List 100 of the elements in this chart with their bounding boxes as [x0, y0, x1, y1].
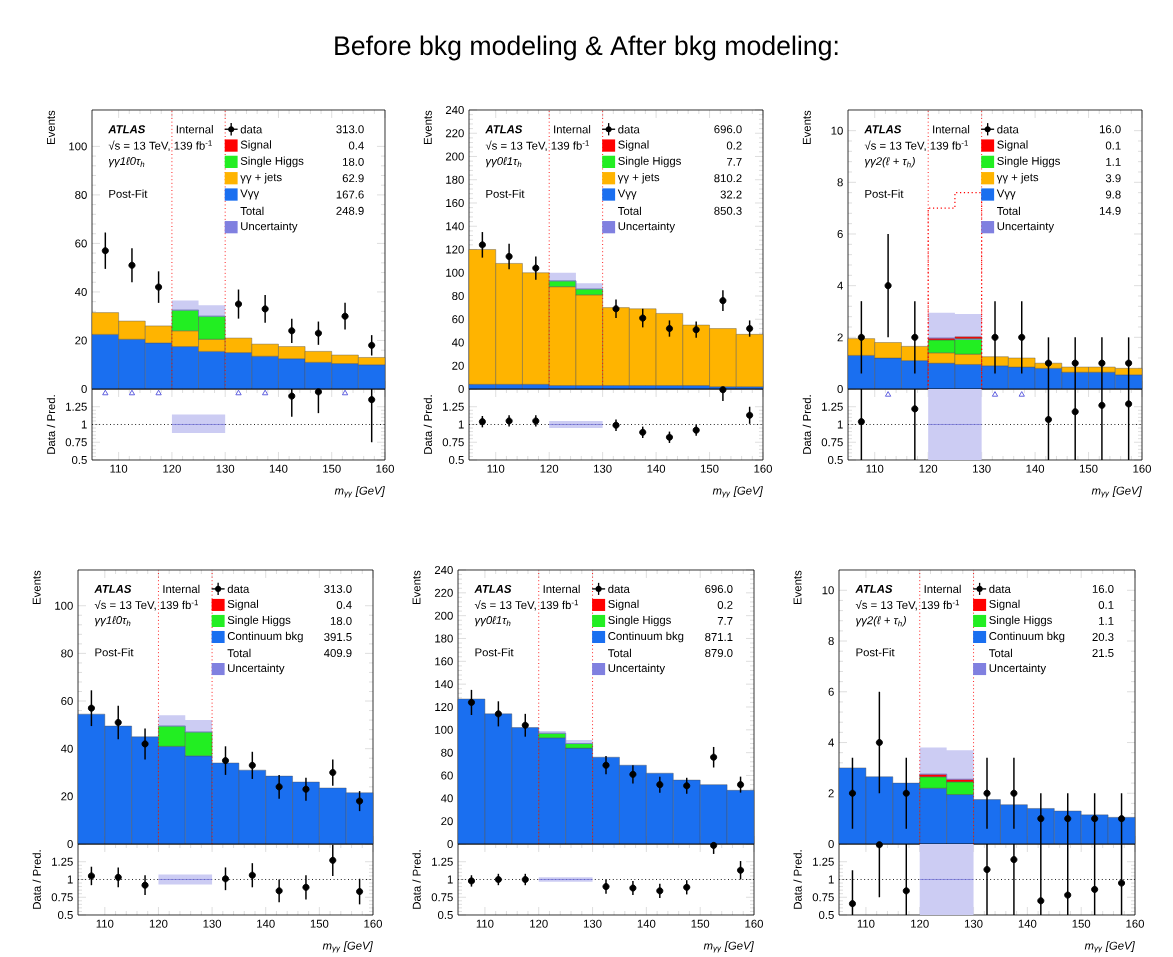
- legend-label: Signal: [240, 140, 271, 151]
- annotation: Post-Fit: [95, 648, 134, 657]
- y-axis-title: Data / Pred.: [412, 850, 421, 909]
- y-axis-title: Data / Pred.: [46, 395, 56, 454]
- y-tick-label: 0.5: [827, 455, 843, 464]
- annotation: 0.4: [336, 600, 352, 609]
- y-tick-label: 1: [81, 420, 87, 429]
- legend-label: Vγγ: [617, 189, 637, 200]
- x-tick-label: 140: [637, 919, 656, 928]
- annotation: Internal: [176, 125, 213, 134]
- x-tick-label: 150: [323, 464, 341, 473]
- y-tick-label: 80: [61, 649, 73, 658]
- annotation: γγ1ℓ0τ$_{h}$: [95, 616, 131, 627]
- y-axis-title: Data / Pred.: [423, 395, 432, 454]
- legend-label: Uncertainty: [228, 663, 285, 675]
- legend-label: Vγγ: [240, 189, 260, 200]
- x-axis-title: m$_{γγ}$ [GeV]: [1091, 486, 1142, 498]
- y-tick-label: 20: [75, 336, 87, 345]
- y-tick-label: 2: [837, 333, 843, 342]
- legend-label: Signal: [618, 140, 649, 151]
- annotation: 7.7: [717, 617, 733, 625]
- annotation: √s = 13 TeV, 139 fb$^{-1}$: [94, 599, 198, 611]
- annotation: 3.9: [1105, 174, 1121, 183]
- y-tick-label: 220: [445, 129, 464, 138]
- y-tick-label: 20: [452, 361, 464, 370]
- y-tick-label: 60: [441, 771, 453, 780]
- y-tick-label: 60: [75, 239, 87, 248]
- y-tick-label: 0.5: [71, 455, 87, 464]
- x-tick-label: 130: [973, 464, 991, 473]
- annotation: Post-Fit: [109, 189, 148, 198]
- legend-label: Signal: [997, 140, 1028, 151]
- y-tick-label: 100: [446, 268, 464, 277]
- x-tick-label: 160: [364, 919, 383, 928]
- annotation: ATLAS: [855, 584, 893, 593]
- legend-label: Uncertainty: [989, 663, 1047, 675]
- y-axis-title: Events: [412, 570, 421, 604]
- annotation: 313.0: [336, 125, 364, 134]
- y-tick-label: 180: [446, 175, 464, 184]
- x-tick-label: 110: [857, 919, 875, 928]
- annotation: ATLAS: [864, 125, 902, 134]
- annotation: 20.3: [1092, 632, 1114, 641]
- x-tick-label: 160: [754, 464, 772, 473]
- annotation: Post-Fit: [865, 189, 904, 198]
- x-tick-label: 110: [476, 919, 494, 928]
- y-tick-label: 10: [831, 126, 843, 135]
- legend-label: Single Higgs: [989, 615, 1052, 627]
- x-axis-title: m$_{γγ}$ [GeV]: [703, 941, 754, 953]
- x-tick-label: 140: [257, 919, 275, 928]
- annotation: 0.1: [1098, 600, 1114, 609]
- x-axis-title: m$_{γγ}$ [GeV]: [1084, 941, 1135, 953]
- y-tick-label: 1: [458, 420, 464, 429]
- annotation: 16.0: [1099, 125, 1121, 134]
- y-tick-label: 100: [435, 725, 453, 734]
- y-tick-label: 120: [435, 703, 453, 711]
- x-tick-label: 130: [964, 919, 983, 928]
- y-tick-label: 1.25: [822, 402, 843, 411]
- y-tick-label: 1.25: [813, 857, 834, 866]
- legend-label: Signal: [608, 599, 639, 611]
- y-axis-title: Data / Pred.: [32, 850, 41, 909]
- legend-label: Signal: [227, 599, 258, 611]
- annotation: 313.0: [324, 584, 352, 593]
- annotation: 0.2: [726, 141, 742, 150]
- x-tick-label: 110: [487, 464, 505, 473]
- y-tick-label: 40: [451, 338, 464, 347]
- annotation: Internal: [543, 584, 580, 594]
- legend-label: Uncertainty: [608, 663, 666, 675]
- legend-label: Signal: [989, 599, 1020, 611]
- annotation: γγ1ℓ0τ$_{h}$: [108, 157, 145, 168]
- annotation: Post-Fit: [486, 189, 525, 198]
- legend-label: Single Higgs: [240, 156, 304, 168]
- annotation: 32.2: [720, 190, 742, 199]
- x-tick-label: 120: [919, 464, 938, 473]
- y-tick-label: 0: [828, 840, 834, 849]
- x-tick-label: 110: [96, 919, 114, 928]
- y-tick-label: 0: [447, 840, 453, 849]
- y-tick-label: 0: [67, 840, 73, 849]
- x-tick-label: 160: [1126, 919, 1145, 928]
- annotation: 9.8: [1105, 190, 1121, 199]
- annotation: Internal: [554, 125, 591, 134]
- annotation: Total: [608, 648, 631, 658]
- annotation: Total: [989, 648, 1012, 658]
- annotation: ATLAS: [94, 584, 132, 593]
- y-axis-title: Events: [793, 570, 802, 604]
- legend-label: data: [989, 584, 1011, 594]
- x-tick-label: 130: [594, 464, 612, 473]
- y-tick-label: 20: [441, 817, 453, 826]
- annotation: 0.1: [1105, 141, 1121, 150]
- annotation: Total: [997, 206, 1020, 216]
- y-tick-label: 0.75: [51, 893, 73, 902]
- y-tick-label: 60: [61, 697, 73, 706]
- x-tick-label: 120: [163, 464, 181, 473]
- y-tick-label: 6: [837, 229, 843, 238]
- y-tick-label: 6: [828, 687, 834, 696]
- x-axis-title: m$_{γγ}$ [GeV]: [712, 486, 763, 498]
- annotation: √s = 13 TeV, 139 fb$^{-1}$: [474, 599, 579, 611]
- annotation: Total: [240, 206, 264, 215]
- y-tick-label: 1.25: [432, 857, 453, 866]
- y-tick-label: 0.5: [57, 911, 73, 920]
- y-tick-label: 0: [458, 384, 464, 393]
- annotation: 0.2: [717, 600, 733, 609]
